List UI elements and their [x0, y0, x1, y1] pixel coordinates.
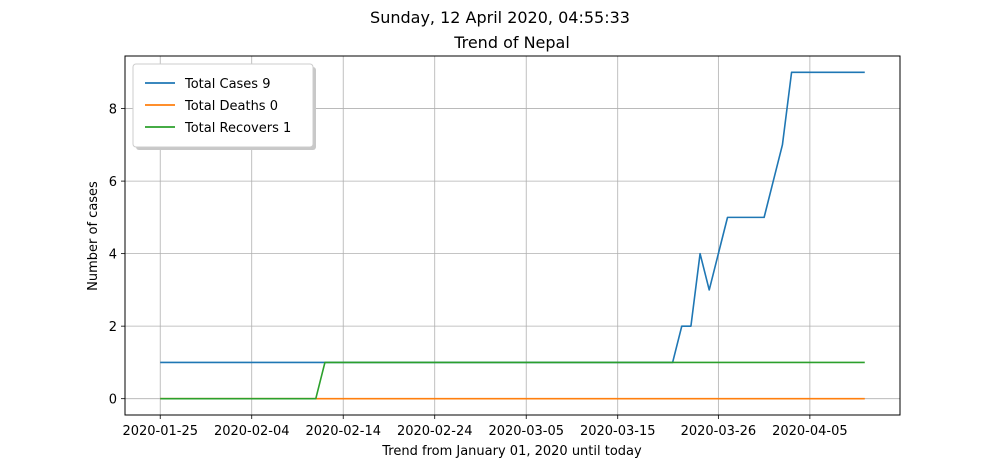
x-tick-label: 2020-02-04: [214, 424, 290, 439]
x-tick-label: 2020-02-24: [397, 424, 473, 439]
y-tick-label: 2: [109, 320, 117, 335]
legend: Total Cases 9 Total Deaths 0 Total Recover…: [132, 63, 316, 150]
series-line-2: [160, 361, 865, 400]
x-tick-label: 2020-02-14: [305, 424, 381, 439]
legend-entry-2: Total Recovers 1: [184, 121, 291, 136]
x-tick-label: 2020-01-25: [122, 424, 198, 439]
legend-box: [132, 63, 314, 148]
series-lines: [160, 71, 865, 400]
x-tick-label: 2020-03-15: [580, 424, 656, 439]
y-tick-label: 6: [109, 175, 117, 190]
chart-suptitle: Sunday, 12 April 2020, 04:55:33: [370, 8, 630, 27]
y-tick-label: 4: [109, 248, 117, 263]
y-axis-ticks: 0 2 4 6 8: [109, 103, 125, 408]
legend-entry-0: Total Cases 9: [184, 77, 270, 92]
x-tick-label: 2020-03-05: [488, 424, 564, 439]
y-axis-label: Number of cases: [86, 181, 101, 291]
x-axis-label: Trend from January 01, 2020 until today: [381, 444, 642, 459]
plot-frame: [124, 55, 901, 416]
legend-entry-1: Total Deaths 0: [184, 99, 278, 114]
x-axis-ticks: 2020-01-25 2020-02-04 2020-02-14 2020-02-24…: [122, 415, 848, 439]
x-tick-label: 2020-03-26: [681, 424, 757, 439]
y-tick-label: 0: [109, 393, 117, 408]
y-tick-label: 8: [109, 103, 117, 118]
x-tick-label: 2020-04-05: [772, 424, 848, 439]
chart-title: Trend of Nepal: [453, 33, 570, 52]
